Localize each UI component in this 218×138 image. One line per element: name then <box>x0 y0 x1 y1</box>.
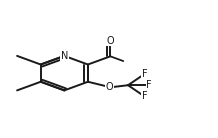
Text: O: O <box>107 36 114 46</box>
Text: F: F <box>142 91 147 101</box>
Text: F: F <box>146 80 152 90</box>
Text: O: O <box>105 82 113 92</box>
Text: F: F <box>142 69 147 79</box>
Text: N: N <box>61 51 68 61</box>
